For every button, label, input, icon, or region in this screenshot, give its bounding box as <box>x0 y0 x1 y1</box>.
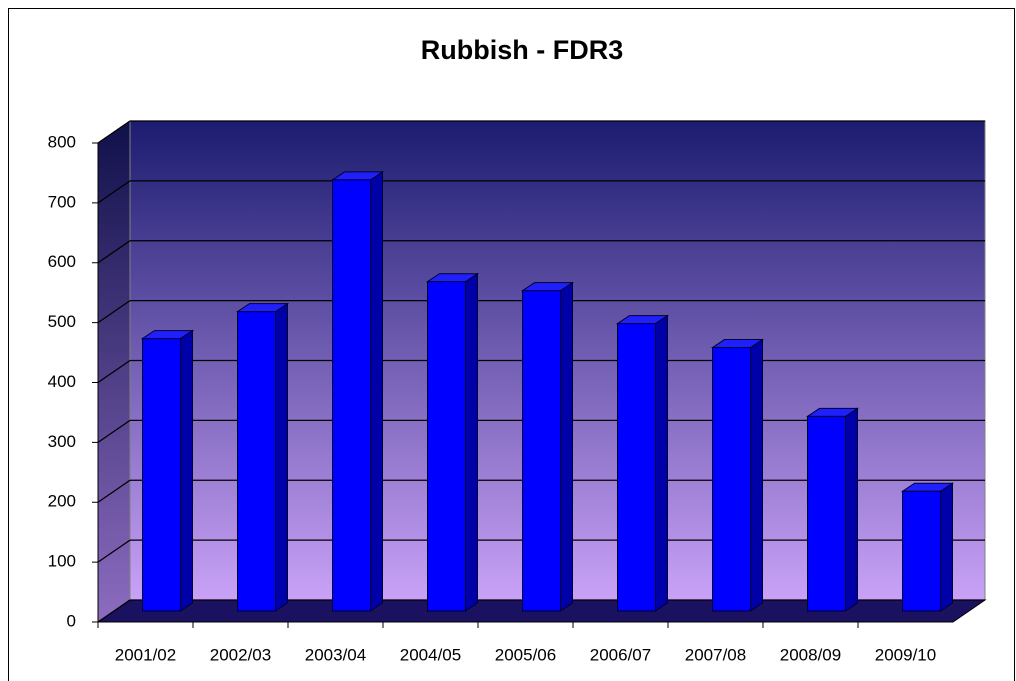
x-tick-label: 2002/03 <box>210 645 271 664</box>
bar-side <box>465 272 478 612</box>
bar-side <box>275 302 288 612</box>
grid-line <box>97 240 131 264</box>
x-tick-label: 2001/02 <box>115 645 176 664</box>
bar <box>807 415 846 612</box>
grid-line <box>97 300 131 324</box>
bar-side <box>560 281 573 612</box>
x-tick-label: 2005/06 <box>495 645 556 664</box>
y-tick-label: 700 <box>48 192 76 211</box>
x-tick-label: 2007/08 <box>685 645 746 664</box>
x-tick-label: 2008/09 <box>780 645 841 664</box>
bar-side <box>655 314 668 612</box>
plot-area: 0 100 200 300 400 500 600 700 800 2001/02 2002/03 2… <box>48 120 987 664</box>
bar-side <box>750 338 763 612</box>
grid-line <box>97 539 131 563</box>
y-tick-label: 0 <box>67 611 76 630</box>
bar-side <box>180 329 193 612</box>
x-tick-label: 2006/07 <box>590 645 651 664</box>
y-tick-label: 500 <box>48 312 76 331</box>
grid-line <box>97 359 131 384</box>
y-tick-label: 400 <box>48 372 76 391</box>
bar-side <box>845 407 858 612</box>
bar <box>902 490 941 612</box>
y-tick-label: 200 <box>48 492 76 511</box>
grid-line <box>97 180 131 204</box>
y-tick-label: 100 <box>48 552 76 571</box>
bar <box>617 323 656 612</box>
x-tick-label: 2009/10 <box>875 645 936 664</box>
bar <box>522 290 561 612</box>
x-tick-label: 2004/05 <box>400 645 461 664</box>
x-tick-label: 2003/04 <box>305 645 366 664</box>
bar <box>142 338 181 612</box>
y-tick-label: 800 <box>48 132 76 151</box>
bar <box>332 179 371 612</box>
bar <box>427 281 466 612</box>
y-tick-label: 300 <box>48 432 76 451</box>
bar <box>237 311 276 612</box>
chart-title: Rubbish - FDR3 <box>421 35 624 65</box>
grid-line <box>97 479 131 503</box>
grid-line <box>97 419 131 443</box>
grid-line <box>97 120 131 144</box>
chart-border <box>8 8 1015 681</box>
bar <box>712 347 751 612</box>
grid-line <box>97 599 131 623</box>
bar-side <box>940 482 953 612</box>
y-tick-label: 600 <box>48 252 76 271</box>
bar-side <box>370 170 383 612</box>
